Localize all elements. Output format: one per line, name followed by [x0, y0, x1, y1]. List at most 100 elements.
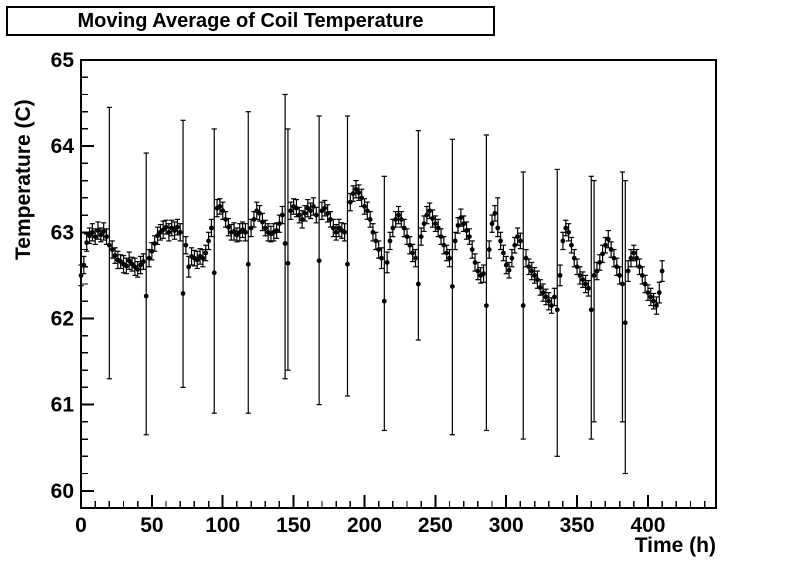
marker-dot — [231, 229, 237, 234]
marker-dot — [101, 229, 107, 234]
marker-dot — [605, 236, 611, 242]
marker-dot — [656, 290, 662, 296]
data-point — [81, 255, 87, 275]
marker-dot — [469, 247, 475, 252]
data-point — [446, 248, 453, 268]
marker-dot — [407, 242, 413, 248]
marker-dot — [322, 205, 328, 211]
data-point — [441, 236, 447, 255]
data-point — [489, 214, 495, 233]
data-point — [225, 217, 232, 237]
marker-dot — [466, 234, 472, 240]
data-point — [429, 209, 436, 228]
marker-dot — [486, 247, 492, 252]
marker-dot — [583, 281, 588, 287]
marker-dot — [217, 204, 223, 209]
data-point — [288, 201, 294, 220]
data-point — [560, 231, 566, 251]
marker-dot — [415, 281, 421, 287]
marker-dot — [523, 255, 529, 261]
marker-dot — [313, 212, 319, 218]
data-point — [500, 244, 506, 262]
marker-dot — [594, 268, 600, 274]
marker-dot — [608, 247, 614, 252]
marker-dot — [435, 225, 441, 231]
x-tick-label: 300 — [489, 514, 524, 537]
data-point — [381, 175, 387, 432]
x-tick-label: 100 — [205, 514, 240, 537]
data-point — [571, 248, 577, 268]
marker-dot — [580, 277, 586, 283]
marker-dot — [418, 234, 424, 240]
marker-dot — [503, 262, 509, 268]
data-point — [245, 111, 251, 414]
data-point — [203, 244, 209, 262]
data-point — [373, 231, 379, 251]
marker-dot — [628, 255, 634, 261]
marker-dot — [552, 294, 557, 300]
data-point — [237, 223, 243, 242]
marker-dot — [455, 223, 461, 228]
marker-dot — [396, 212, 401, 218]
data-point — [166, 223, 172, 242]
data-point — [418, 227, 424, 246]
marker-dot — [424, 212, 430, 218]
marker-dot — [520, 303, 526, 308]
marker-dot — [532, 272, 537, 278]
marker-dot — [353, 186, 359, 192]
marker-dot — [398, 216, 404, 222]
data-point — [631, 244, 637, 262]
data-point — [205, 231, 212, 251]
data-point — [228, 223, 234, 241]
data-point — [183, 236, 189, 255]
data-point — [452, 231, 458, 251]
marker-dot — [517, 238, 523, 244]
data-point — [143, 152, 149, 436]
marker-dot — [489, 221, 495, 227]
marker-dot — [277, 221, 282, 227]
y-tick-labels: 60 61 62 63 64 65 — [51, 49, 75, 503]
marker-dot — [243, 229, 248, 235]
marker-dot — [509, 255, 515, 261]
data-point — [330, 218, 336, 238]
data-point — [529, 261, 535, 281]
marker-dot — [359, 195, 365, 201]
data-point — [333, 223, 339, 241]
data-point — [651, 292, 657, 310]
data-point — [256, 205, 263, 222]
marker-dot — [549, 303, 554, 308]
data-point — [648, 287, 654, 307]
data-point — [296, 206, 302, 224]
marker-dot — [345, 261, 350, 267]
marker-dot — [390, 225, 396, 231]
data-point — [186, 255, 192, 278]
data-point — [475, 261, 481, 281]
data-point — [316, 115, 322, 406]
marker-dot — [631, 250, 637, 256]
marker-dot — [625, 268, 631, 274]
data-point — [319, 201, 325, 220]
marker-dot — [347, 199, 353, 205]
data-point — [619, 171, 626, 423]
data-point — [463, 221, 470, 240]
data-point — [466, 228, 472, 245]
marker-dot — [370, 229, 376, 235]
data-point — [653, 296, 660, 315]
data-point — [356, 184, 362, 202]
data-point — [208, 218, 215, 238]
data-point — [563, 219, 569, 237]
data-point — [509, 248, 515, 268]
data-point — [112, 247, 118, 264]
data-point — [531, 267, 538, 284]
marker-dot — [574, 264, 580, 270]
data-point — [410, 243, 416, 263]
data-point — [415, 130, 421, 341]
data-point — [254, 201, 260, 220]
marker-dot — [308, 208, 314, 214]
data-point — [497, 231, 504, 251]
marker-dot — [537, 285, 543, 290]
x-tick-label: 200 — [347, 514, 382, 537]
y-tick-label: 64 — [51, 135, 75, 158]
marker-dot — [410, 250, 416, 256]
data-point — [123, 257, 129, 275]
